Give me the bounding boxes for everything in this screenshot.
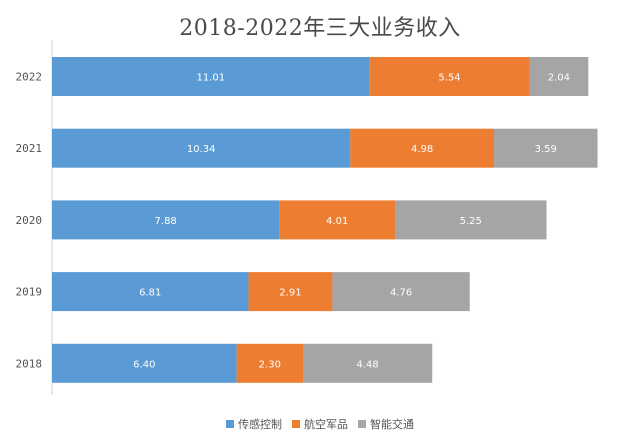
data-label-2020-series-0: 7.88 xyxy=(155,216,177,227)
bar-2022-series-1 xyxy=(369,57,530,96)
category-label-2022: 2022 xyxy=(16,71,43,84)
chart-legend: 传感控制 航空军品 智能交通 xyxy=(0,416,640,432)
bar-2018-series-0 xyxy=(52,343,237,383)
data-label-2018-series-2: 4.48 xyxy=(356,359,378,370)
bar-2020-series-2 xyxy=(395,200,547,240)
data-label-2019-series-1: 2.91 xyxy=(279,288,301,299)
legend-label-1: 航空军品 xyxy=(304,418,348,431)
bar-2019-series-0 xyxy=(52,272,249,312)
legend-swatch-2 xyxy=(358,420,366,428)
bar-2018-series-1 xyxy=(236,343,303,383)
bar-2022-series-2 xyxy=(529,57,589,96)
bar-2019-series-1 xyxy=(248,272,333,312)
bar-2018-series-2 xyxy=(302,343,433,383)
bar-2021-series-1 xyxy=(350,128,494,168)
category-label-2021: 2021 xyxy=(16,142,43,155)
chart-title: 2018-2022年三大业务收入 xyxy=(179,16,461,41)
data-label-2018-series-0: 6.40 xyxy=(133,359,155,370)
data-label-2022-series-1: 5.54 xyxy=(438,73,460,84)
category-label-2020: 2020 xyxy=(16,214,43,227)
legend-item-2: 智能交通 xyxy=(358,416,414,432)
bar-2022-series-0 xyxy=(52,57,370,96)
legend-label-2: 智能交通 xyxy=(370,418,414,431)
legend-swatch-1 xyxy=(292,420,300,428)
data-label-2022-series-2: 2.04 xyxy=(548,73,570,84)
data-label-2021-series-0: 10.34 xyxy=(187,144,216,155)
bar-2019-series-2 xyxy=(332,272,470,312)
legend-item-0: 传感控制 xyxy=(226,416,282,432)
legend-swatch-0 xyxy=(226,420,234,428)
data-label-2022-series-0: 11.01 xyxy=(196,73,225,84)
bar-2020-series-0 xyxy=(52,200,280,240)
data-label-2021-series-2: 3.59 xyxy=(535,144,557,155)
data-label-2020-series-2: 5.25 xyxy=(460,216,482,227)
data-label-2019-series-0: 6.81 xyxy=(139,288,161,299)
bar-2021-series-0 xyxy=(52,128,351,168)
category-label-2019: 2019 xyxy=(16,286,43,299)
data-label-2020-series-1: 4.01 xyxy=(326,216,348,227)
data-label-2019-series-2: 4.76 xyxy=(390,288,412,299)
data-label-2018-series-1: 2.30 xyxy=(259,359,281,370)
legend-label-0: 传感控制 xyxy=(238,418,282,431)
legend-item-1: 航空军品 xyxy=(292,416,348,432)
data-label-2021-series-1: 4.98 xyxy=(411,144,433,155)
bar-2021-series-2 xyxy=(493,128,598,168)
category-label-2018: 2018 xyxy=(16,357,43,370)
bar-2020-series-1 xyxy=(279,200,396,240)
